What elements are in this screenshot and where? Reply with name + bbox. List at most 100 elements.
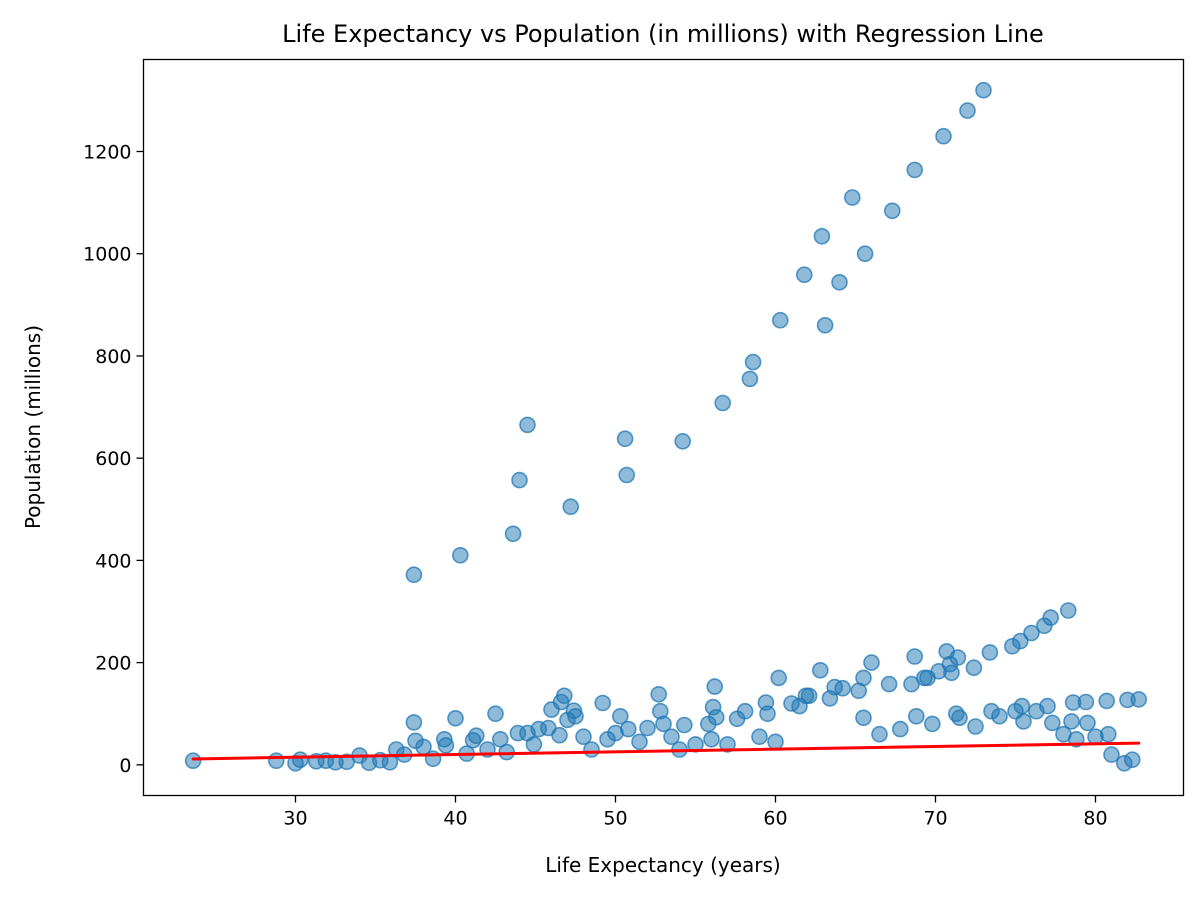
data-point — [555, 687, 573, 705]
data-point — [1063, 713, 1080, 730]
data-point — [736, 702, 754, 720]
data-point — [1044, 714, 1061, 732]
data-point — [616, 430, 634, 448]
data-point — [405, 566, 423, 584]
data-point — [706, 678, 724, 695]
y-tick-label: 400 — [95, 550, 131, 572]
data-point — [291, 751, 309, 769]
regression-line-path — [191, 741, 1141, 761]
data-point — [965, 659, 983, 677]
data-point — [619, 720, 637, 738]
data-point — [967, 718, 984, 735]
data-point — [771, 311, 789, 329]
plot-frame — [142, 58, 1185, 797]
data-point — [811, 661, 829, 679]
data-point — [800, 687, 818, 705]
data-point — [511, 471, 528, 489]
data-point — [923, 715, 941, 733]
y-tick-label: 600 — [95, 448, 131, 470]
y-tick-label: 200 — [95, 653, 131, 675]
data-point — [719, 736, 736, 753]
data-point — [491, 730, 509, 748]
data-point — [770, 669, 788, 687]
data-point — [1124, 751, 1141, 769]
data-point — [639, 719, 656, 737]
data-point — [184, 752, 202, 770]
y-axis-label: Population (millions) — [21, 325, 45, 529]
data-point — [855, 669, 872, 687]
y-tick-label: 1000 — [83, 244, 131, 266]
x-tick-label: 40 — [443, 808, 467, 830]
data-point — [856, 245, 874, 262]
data-point — [959, 102, 976, 119]
data-point — [1103, 746, 1120, 763]
data-point — [744, 353, 762, 371]
x-axis-label: Life Expectancy (years) — [545, 853, 780, 877]
data-point — [1077, 693, 1095, 711]
data-point — [816, 316, 834, 334]
data-points — [184, 81, 1147, 772]
data-point — [855, 709, 872, 727]
data-point — [655, 715, 672, 733]
data-point — [795, 266, 813, 284]
data-point — [1079, 714, 1096, 732]
data-point — [447, 709, 464, 727]
data-point — [1060, 602, 1077, 619]
data-point — [551, 726, 568, 744]
data-point — [498, 743, 516, 761]
data-point — [437, 737, 455, 754]
data-point — [906, 648, 924, 665]
data-point — [405, 714, 423, 731]
data-point — [813, 228, 831, 245]
data-point — [594, 694, 612, 712]
y-tick-label: 1200 — [83, 142, 131, 164]
data-point — [1013, 697, 1031, 715]
regression-line — [191, 741, 1141, 761]
data-point — [906, 161, 924, 179]
data-point — [751, 728, 768, 746]
data-point — [611, 707, 629, 725]
x-tick-label: 80 — [1083, 808, 1107, 830]
data-point — [975, 81, 992, 99]
chart-title: Life Expectancy vs Population (in millio… — [282, 20, 1044, 48]
data-point — [567, 707, 584, 725]
data-point — [759, 705, 776, 723]
data-point — [714, 394, 732, 412]
data-point — [674, 432, 692, 450]
data-point — [871, 725, 888, 743]
data-point — [650, 685, 668, 703]
data-point — [703, 730, 720, 748]
data-point — [907, 707, 925, 725]
x-tick-label: 50 — [603, 808, 627, 830]
data-point — [618, 466, 636, 484]
data-point — [1039, 697, 1056, 715]
data-point — [949, 649, 967, 666]
data-point — [519, 416, 536, 434]
data-point — [943, 664, 960, 682]
data-point — [1130, 691, 1147, 708]
data-point — [991, 707, 1008, 725]
data-point — [935, 127, 952, 145]
data-point — [1042, 609, 1059, 626]
data-point — [741, 370, 759, 388]
data-point — [562, 498, 580, 516]
x-tick-label: 30 — [283, 808, 307, 830]
data-point — [504, 525, 522, 543]
data-point — [1015, 713, 1032, 730]
data-point — [834, 679, 852, 697]
data-point — [1098, 692, 1115, 710]
x-tick-label: 60 — [763, 808, 787, 830]
data-point — [575, 728, 592, 746]
data-point — [663, 728, 680, 746]
data-point — [487, 705, 504, 723]
data-point — [883, 202, 901, 220]
data-point — [1011, 632, 1029, 650]
data-point — [767, 733, 784, 751]
data-point — [831, 273, 848, 291]
data-point — [951, 709, 968, 727]
data-point — [707, 708, 725, 726]
data-point — [1100, 725, 1117, 743]
data-point — [843, 189, 861, 206]
y-tick-label: 0 — [119, 755, 131, 777]
